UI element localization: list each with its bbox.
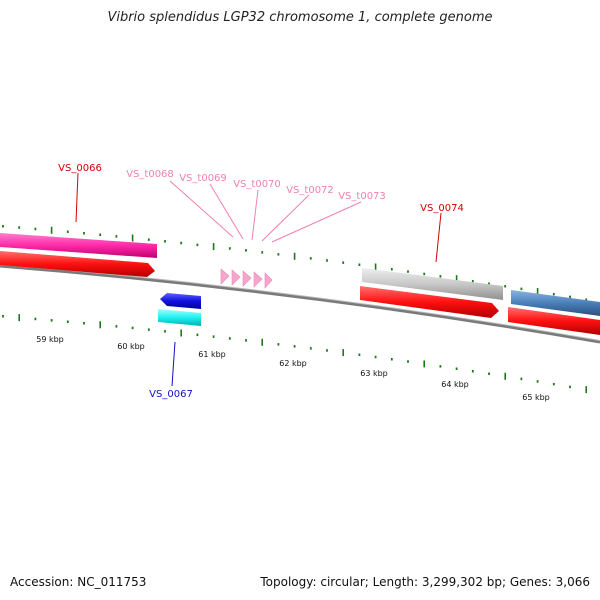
- page-title: Vibrio splendidus LGP32 chromosome 1, co…: [107, 10, 493, 25]
- scale-label-65kbp: 65 kbp: [522, 393, 550, 402]
- scale-label-59kbp: 59 kbp: [36, 335, 64, 344]
- scale-label-63kbp: 63 kbp: [360, 369, 388, 378]
- gene-feature-next[interactable]: [508, 307, 600, 335]
- gene-feature-next-upper[interactable]: [511, 290, 600, 316]
- gene-feature-vs0066[interactable]: [0, 251, 155, 277]
- gene-feature-vs0074[interactable]: [360, 286, 499, 318]
- gene-label-vs-t0070: VS_t0070: [233, 179, 281, 190]
- trna-markers: [220, 268, 273, 289]
- gene-label-vs0066: VS_0066: [58, 163, 102, 174]
- gene-label-vs-t0069: VS_t0069: [179, 173, 227, 184]
- trna-vs-t0069[interactable]: [231, 269, 241, 286]
- gene-feature-vs0066-upper[interactable]: [0, 233, 157, 258]
- scale-label-64kbp: 64 kbp: [441, 380, 469, 389]
- trna-vs-t0068[interactable]: [220, 268, 230, 285]
- gene-label-vs0067: VS_0067: [149, 389, 193, 400]
- tick-row-lower: [2, 314, 588, 394]
- gene-feature-vs0067-lower[interactable]: [158, 309, 201, 326]
- accession-label: Accession: NC_011753: [10, 575, 147, 589]
- gene-label-vs0074: VS_0074: [420, 203, 464, 214]
- gene-feature-vs0067[interactable]: [160, 293, 201, 309]
- genome-summary: Topology: circular; Length: 3,299,302 bp…: [260, 575, 590, 589]
- genome-backbone: [0, 264, 600, 344]
- gene-label-vs-t0068: VS_t0068: [126, 169, 174, 180]
- scale-label-62kbp: 62 kbp: [279, 359, 307, 368]
- trna-vs-t0073[interactable]: [264, 272, 273, 289]
- trna-vs-t0072[interactable]: [253, 271, 263, 288]
- gene-label-vs-t0073: VS_t0073: [338, 191, 386, 202]
- gene-feature-vs0074-upper[interactable]: [362, 268, 503, 300]
- scale-label-60kbp: 60 kbp: [117, 342, 145, 351]
- scale-label-61kbp: 61 kbp: [198, 350, 226, 359]
- trna-vs-t0070[interactable]: [242, 270, 252, 287]
- gene-label-vs-t0072: VS_t0072: [286, 185, 334, 196]
- callout-lines: [75, 172, 442, 387]
